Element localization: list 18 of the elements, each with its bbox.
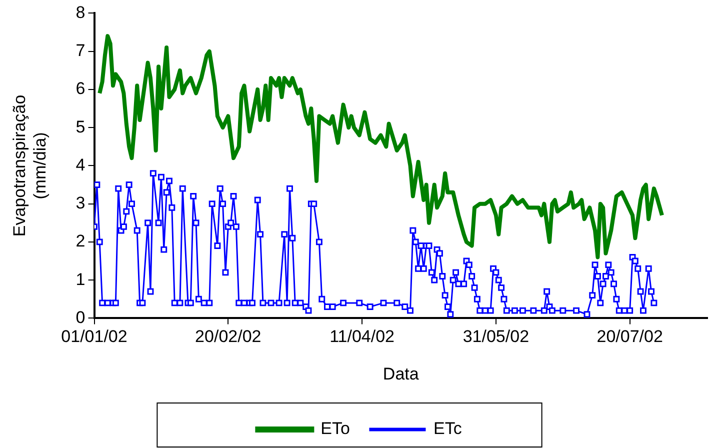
y-tick-label: 2 [76, 232, 86, 251]
legend-label: ETo [320, 419, 350, 438]
x-tick-label: 31/05/02 [462, 327, 530, 346]
legend-label: ETc [433, 419, 462, 438]
y-tick-label: 6 [76, 79, 86, 98]
x-tick-label: 20/07/02 [596, 327, 663, 346]
x-axis-title: Data [382, 364, 420, 384]
x-tick-label: 11/04/02 [330, 327, 395, 346]
y-tick-label: 4 [76, 155, 86, 174]
y-tick-label: 5 [76, 117, 86, 136]
x-tick-label: 01/01/02 [61, 327, 128, 346]
x-tick-label: 20/02/02 [195, 327, 262, 346]
y-axis-title: Evapotranspiração (mm/dia) [10, 94, 50, 237]
y-tick-label: 3 [76, 194, 86, 213]
y-tick-label: 7 [76, 41, 86, 60]
y-tick-label: 1 [76, 270, 86, 289]
y-tick-label: 0 [76, 308, 86, 327]
y-tick-label: 8 [76, 2, 86, 22]
